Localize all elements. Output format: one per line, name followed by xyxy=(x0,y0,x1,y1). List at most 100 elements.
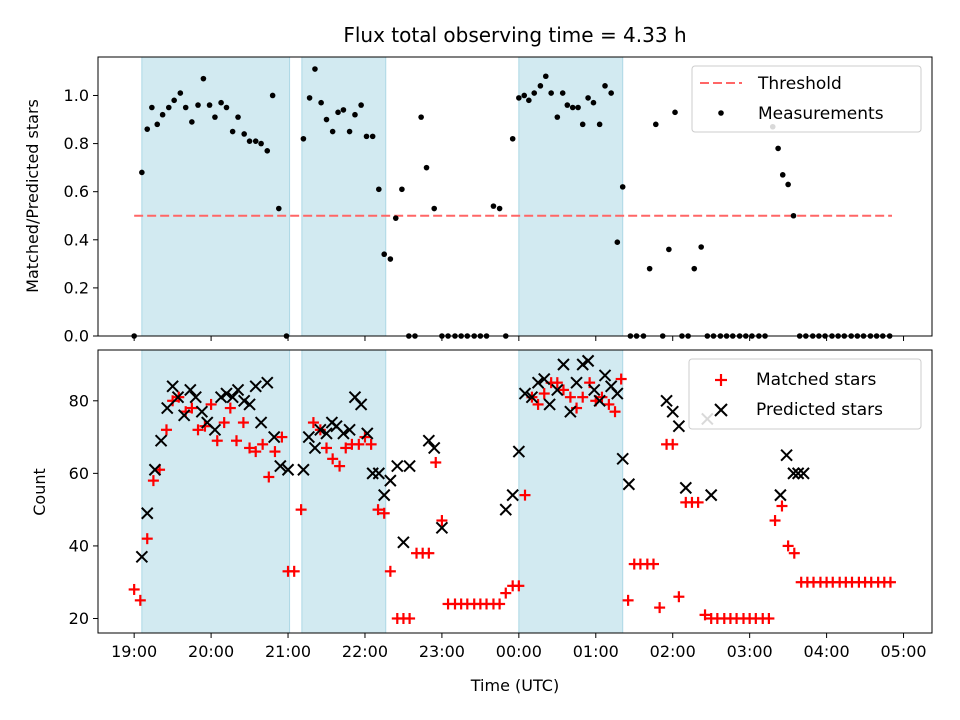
legend-predicted-swatch xyxy=(714,403,728,417)
predicted-point xyxy=(518,387,532,400)
matched-point xyxy=(307,417,319,429)
predicted-point xyxy=(576,358,589,371)
measurement-point xyxy=(246,138,253,144)
matched-point xyxy=(551,377,563,389)
observing-window xyxy=(141,56,291,337)
predicted-point xyxy=(254,416,268,429)
measurement-point xyxy=(542,73,549,80)
predicted-point xyxy=(787,467,800,480)
predicted-point xyxy=(372,467,386,480)
predicted-point xyxy=(214,390,228,404)
measurement-point xyxy=(218,99,224,106)
matched-point xyxy=(205,398,217,410)
matched-point xyxy=(654,602,666,614)
predicted-point xyxy=(428,441,441,455)
measurement-point xyxy=(646,265,653,272)
measurement-point xyxy=(564,102,571,108)
matched-point xyxy=(372,504,384,516)
measurement-point xyxy=(521,92,528,99)
matched-point xyxy=(160,424,172,436)
predicted-point xyxy=(499,503,512,516)
predicted-point xyxy=(512,445,526,458)
matched-point xyxy=(667,438,679,450)
predicted-point xyxy=(543,398,556,411)
count-panel: 20 40 60 80 19:00 20:00 21:00 22:00 23:00 00:00 0… xyxy=(30,349,933,695)
matched-point xyxy=(494,598,506,610)
measurement-point xyxy=(252,138,259,144)
predicted-point xyxy=(148,463,162,476)
legend-measurements-label: Measurements xyxy=(758,104,884,124)
measurement-point xyxy=(526,97,532,104)
matched-point xyxy=(519,489,531,501)
predicted-point xyxy=(281,463,295,476)
count-y-ticks: 20 40 60 80 xyxy=(69,391,98,628)
predicted-point xyxy=(274,459,287,473)
predicted-point xyxy=(551,383,564,397)
measurement-point xyxy=(269,92,276,99)
observing-windows xyxy=(141,349,624,634)
measurement-point xyxy=(335,109,341,116)
predicted-point xyxy=(570,376,583,389)
matched-point xyxy=(763,612,775,624)
predicted-point xyxy=(220,387,233,400)
legend-matched-label: Matched stars xyxy=(756,370,876,390)
x-tick-label: 22:00 xyxy=(342,642,388,661)
matched-point xyxy=(192,424,204,436)
x-axis-label: Time (UTC) xyxy=(470,676,559,695)
matched-point xyxy=(186,402,198,414)
predicted-point xyxy=(525,390,539,404)
measurement-point xyxy=(785,181,791,188)
y-tick-label: 80 xyxy=(69,391,89,410)
y-tick-label: 0.8 xyxy=(64,134,89,153)
measurement-point xyxy=(790,212,797,219)
measurement-point xyxy=(381,251,388,258)
matched-point xyxy=(167,395,179,407)
measurement-point xyxy=(149,104,155,111)
matched-point xyxy=(513,580,525,592)
count-x-ticks: 19:00 20:00 21:00 22:00 23:00 00:00 01:00 02:00… xyxy=(111,633,927,661)
matched-point xyxy=(244,442,256,454)
measurement-point xyxy=(779,172,786,178)
measurement-point xyxy=(363,133,370,140)
measurement-points xyxy=(131,66,893,339)
matched-point xyxy=(224,402,236,414)
measurement-point xyxy=(171,97,177,104)
predicted-point xyxy=(611,387,624,400)
predicted-point xyxy=(161,401,174,415)
matched-point xyxy=(577,391,589,403)
measurement-point xyxy=(423,164,430,171)
matched-point xyxy=(788,547,800,559)
matched-point xyxy=(250,446,262,458)
ratio-y-axis-label: Matched/Predicted stars xyxy=(23,99,42,293)
measurement-point xyxy=(369,133,376,140)
measurement-point xyxy=(212,114,218,120)
measurement-point xyxy=(159,111,166,118)
matched-point xyxy=(295,504,307,516)
observing-windows xyxy=(141,56,624,337)
measurement-point xyxy=(177,90,184,96)
predicted-point xyxy=(679,481,693,495)
measurement-point xyxy=(241,131,247,137)
matched-point xyxy=(500,587,512,599)
y-tick-label: 20 xyxy=(69,609,89,628)
y-tick-label: 40 xyxy=(69,536,89,555)
matched-point xyxy=(128,583,140,595)
predicted-point xyxy=(538,372,551,386)
measurement-point xyxy=(652,121,659,128)
predicted-point xyxy=(337,427,350,440)
legend-matched-swatch xyxy=(715,374,727,386)
predicted-point xyxy=(704,488,718,502)
x-tick-label: 20:00 xyxy=(188,642,234,661)
ratio-legend: Threshold Measurements xyxy=(691,65,922,133)
x-tick-label: 01:00 xyxy=(573,642,619,661)
matched-point xyxy=(692,496,704,508)
ratio-axes-frame xyxy=(97,56,933,337)
measurement-point xyxy=(306,95,313,101)
measurement-point xyxy=(340,107,347,113)
matched-point xyxy=(538,388,550,400)
matched-point xyxy=(141,533,153,545)
measurement-point xyxy=(490,203,497,209)
x-tick-label: 21:00 xyxy=(265,642,311,661)
matched-point xyxy=(776,500,788,512)
measurement-point xyxy=(392,215,399,221)
